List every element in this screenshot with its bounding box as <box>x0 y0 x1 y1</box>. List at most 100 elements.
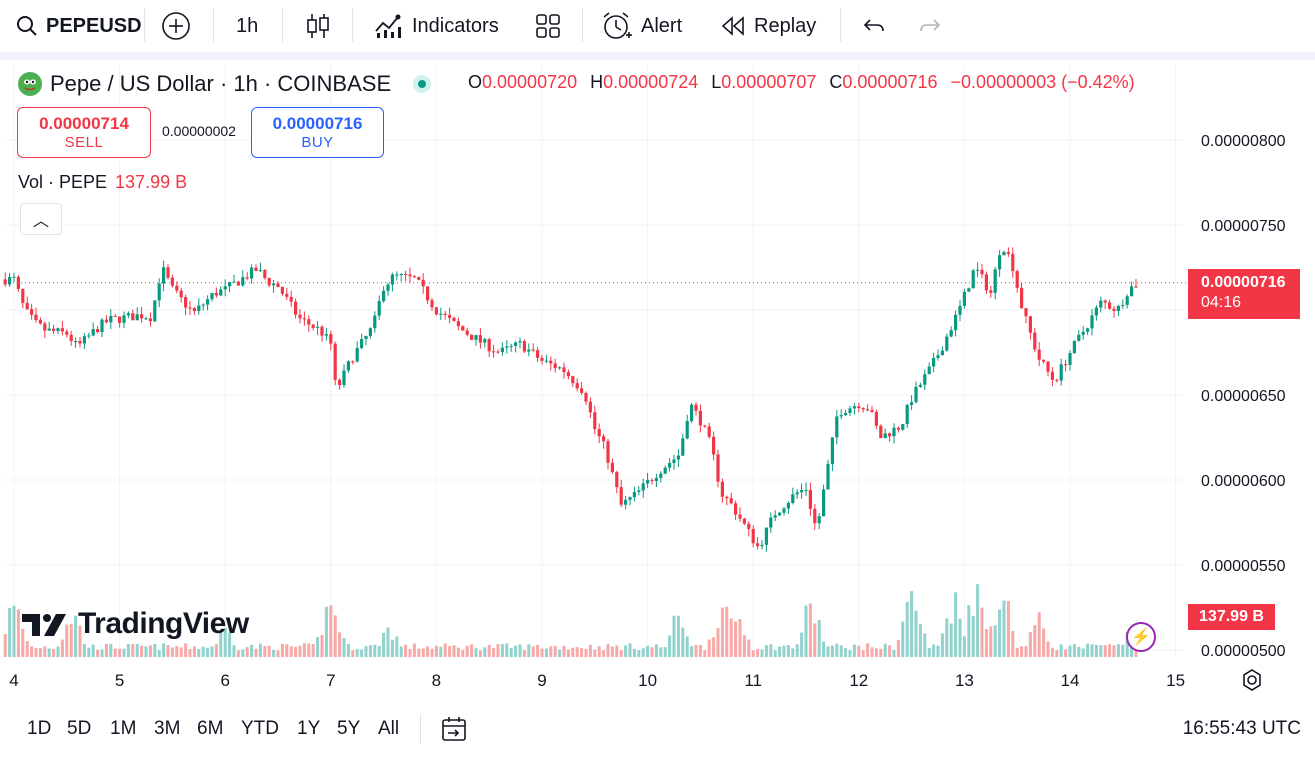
candle-down <box>289 296 293 302</box>
volume-bar <box>940 633 944 657</box>
volume-bar <box>962 636 966 657</box>
candle-down <box>729 498 733 504</box>
indicators-label: Indicators <box>412 14 499 37</box>
volume-bar <box>813 623 817 657</box>
range-5y-button[interactable]: 5Y <box>337 718 361 739</box>
range-1d-button[interactable]: 1D <box>27 718 52 739</box>
indicators-button[interactable]: Indicators <box>374 0 499 52</box>
toolbar-divider <box>352 8 353 42</box>
interval-button[interactable]: 1h <box>236 0 258 52</box>
candle-down <box>16 276 20 289</box>
candle-down <box>1103 300 1107 303</box>
alert-button[interactable]: Alert <box>601 0 682 52</box>
candle-down <box>1006 252 1010 254</box>
y-tick-label: 0.00000500 <box>1201 643 1286 660</box>
candle-up <box>544 360 548 362</box>
volume-bar <box>888 645 892 657</box>
symbol-legend[interactable]: Pepe / US Dollar · 1h · COINBASE <box>18 70 432 98</box>
range-3m-button[interactable]: 3M <box>154 718 181 739</box>
volume-bar <box>808 603 812 657</box>
candle-up <box>839 415 843 417</box>
volume-bar <box>346 643 350 657</box>
buy-label: BUY <box>301 134 334 151</box>
low-key: L <box>711 72 722 92</box>
candle-up <box>47 328 51 331</box>
collapse-legend-button[interactable]: ︿ <box>20 203 62 235</box>
search-icon <box>17 16 37 36</box>
volume-bar <box>650 647 654 657</box>
range-5d-button[interactable]: 5D <box>67 718 92 739</box>
buy-button[interactable]: 0.00000716 BUY <box>251 107 384 158</box>
chart-type-button[interactable] <box>305 0 331 52</box>
volume-legend[interactable]: Vol · PEPE 137.99 B <box>18 172 187 193</box>
candle-up <box>672 459 676 463</box>
redo-button[interactable] <box>918 0 942 52</box>
volume-bar <box>866 643 870 657</box>
candle-up <box>87 335 91 337</box>
volume-bar <box>822 641 826 657</box>
volume-bar <box>509 648 513 657</box>
candle-down <box>536 350 540 358</box>
volume-bar <box>641 648 645 657</box>
candle-down <box>267 278 271 286</box>
volume-bar <box>210 646 214 657</box>
market-status-icon[interactable] <box>413 75 432 93</box>
volume-bar <box>694 644 698 657</box>
range-6m-button[interactable]: 6M <box>197 718 224 739</box>
candle-down <box>320 326 324 336</box>
candle-down <box>52 328 56 332</box>
range-1y-button[interactable]: 1Y <box>297 718 321 739</box>
volume-bar <box>232 645 236 657</box>
candle-down <box>236 281 240 286</box>
compare-button[interactable] <box>161 0 191 52</box>
volume-bar <box>874 648 878 657</box>
replay-button[interactable]: Replay <box>720 0 816 52</box>
candle-up <box>364 335 368 340</box>
volume-bar <box>430 648 434 657</box>
volume-bar <box>448 646 452 657</box>
volume-bar <box>412 643 416 657</box>
range-ytd-button[interactable]: YTD <box>241 718 279 739</box>
range-all-button[interactable]: All <box>378 718 400 739</box>
candle-down <box>980 269 984 275</box>
volume-bar <box>738 619 742 657</box>
candle-up <box>346 361 350 371</box>
lightning-icon[interactable]: ⚡ <box>1126 622 1156 652</box>
symbol-search[interactable]: PEPEUSD <box>16 0 142 52</box>
candle-up <box>241 277 245 286</box>
goto-date-calendar-icon[interactable] <box>440 715 468 743</box>
candle-down <box>751 528 755 544</box>
layouts-button[interactable] <box>535 0 561 52</box>
candle-down <box>412 276 416 278</box>
settings-gear-icon[interactable] <box>1240 668 1264 692</box>
indicators-icon <box>375 14 401 38</box>
chart-area[interactable]: 0.000008000.000007500.000007000.00000650… <box>0 60 1315 700</box>
sell-button[interactable]: 0.00000714 SELL <box>17 107 151 158</box>
volume-bar <box>87 647 91 657</box>
candle-down <box>602 436 606 442</box>
utc-clock[interactable]: 16:55:43 UTC <box>1182 718 1301 739</box>
candle-down <box>707 426 711 437</box>
candle-down <box>1015 271 1019 288</box>
candle-down <box>566 372 570 377</box>
candle-down <box>285 293 289 297</box>
plus-circle-icon <box>162 12 190 40</box>
volume-bar <box>131 643 135 657</box>
candle-up <box>382 290 386 302</box>
replay-label: Replay <box>754 14 817 37</box>
volume-bar <box>1108 644 1112 657</box>
range-1m-button[interactable]: 1M <box>110 718 137 739</box>
volume-bar <box>474 648 478 657</box>
candle-down <box>140 314 144 319</box>
volume-bar <box>993 625 997 657</box>
undo-button[interactable] <box>862 0 886 52</box>
symbol-title: Pepe / US Dollar · 1h · COINBASE <box>50 71 392 96</box>
x-tick-label: 6 <box>220 671 229 690</box>
volume-bar <box>566 649 570 657</box>
chart-canvas[interactable]: 0.000008000.000007500.000007000.00000650… <box>0 60 1315 700</box>
volume-bar <box>258 643 262 657</box>
candle-down <box>430 300 434 308</box>
volume-bar <box>21 628 25 657</box>
candle-up <box>668 462 672 468</box>
pepe-logo-icon <box>18 72 42 96</box>
